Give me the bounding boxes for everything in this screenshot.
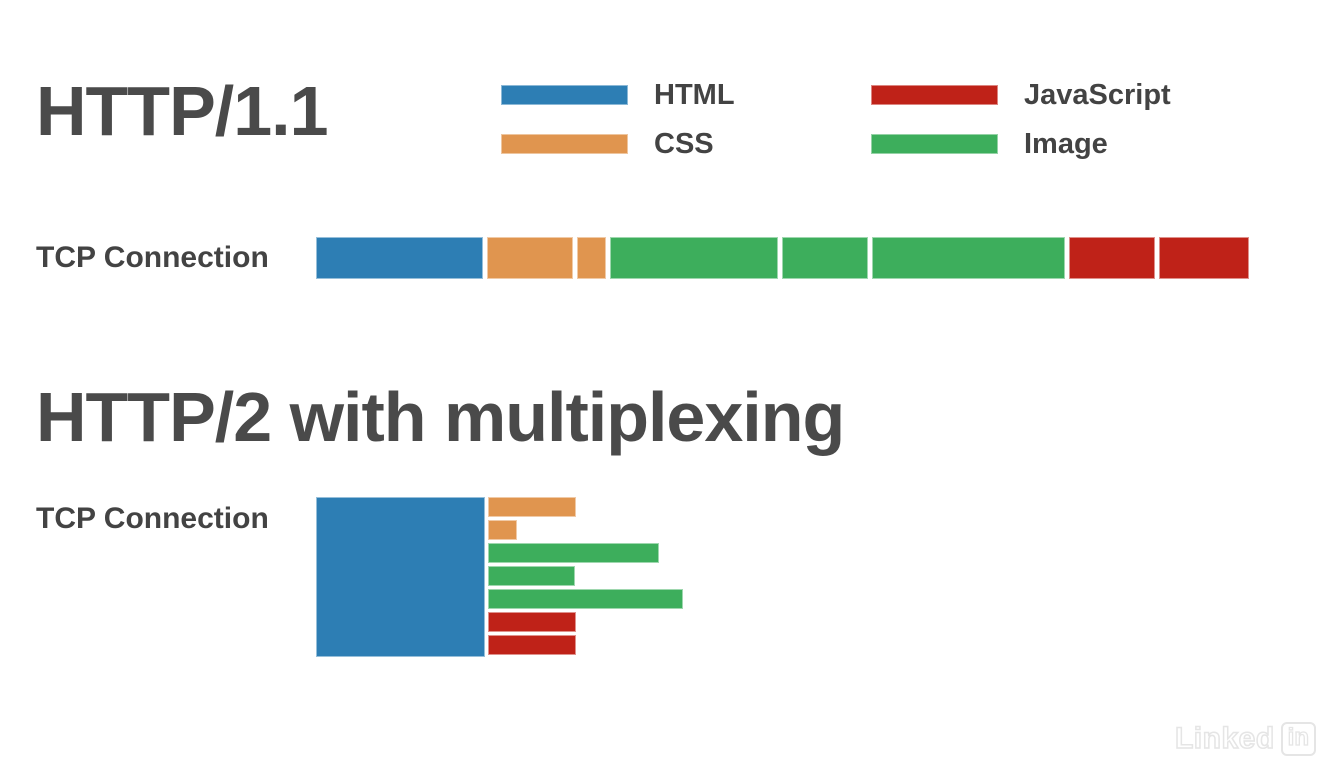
http2-stream-5-image [488,589,683,609]
http1-segment-2-css [487,237,573,279]
http2-section-title: HTTP/2 with multiplexing [36,378,845,456]
http1-segment-5-image [782,237,868,279]
legend-label-javascript: JavaScript [1024,78,1171,111]
http2-stream-6-javascript [488,612,576,632]
http1-segment-4-image [610,237,778,279]
legend-item-javascript: JavaScript [871,80,1171,109]
linkedin-watermark: Linked in [1174,722,1316,756]
http1-section-title: HTTP/1.1 [36,72,329,150]
http1-tcp-connection-label: TCP Connection [36,241,269,274]
http2-streams [488,497,683,655]
legend-label-css: CSS [654,127,714,160]
legend-swatch-html [501,85,628,105]
http2-stream-3-image [488,543,659,563]
legend-item-css: CSS [501,129,714,158]
legend-swatch-image [871,134,998,154]
http1-segment-3-css [577,237,606,279]
http1-segment-6-image [872,237,1065,279]
legend-label-image: Image [1024,127,1108,160]
http2-html-block [316,497,485,657]
legend-label-html: HTML [654,78,735,111]
legend-item-html: HTML [501,80,735,109]
http1-segment-7-javascript [1069,237,1155,279]
http1-segment-1-html [316,237,483,279]
linkedin-in-badge: in [1280,722,1316,756]
http2-stream-4-image [488,566,575,586]
legend-swatch-css [501,134,628,154]
http2-tcp-connection-label: TCP Connection [36,502,269,535]
legend-item-image: Image [871,129,1108,158]
http2-stream-2-css [488,520,517,540]
http2-stream-1-css [488,497,576,517]
http1-tcp-bar [316,237,1249,279]
legend-swatch-javascript [871,85,998,105]
http1-segment-8-javascript [1159,237,1249,279]
http2-stream-7-javascript [488,635,576,655]
linkedin-wordmark: Linked [1174,722,1275,755]
